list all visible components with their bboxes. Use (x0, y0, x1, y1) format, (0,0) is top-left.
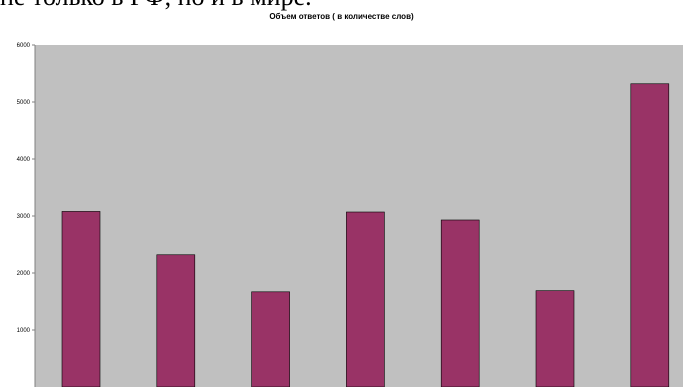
bars (61, 83, 670, 387)
bar-3 (251, 291, 290, 387)
cropped-document-text: не только в РФ, но и в мире. (0, 0, 312, 10)
y-tick-label: 5000 (17, 100, 31, 106)
bar-6 (535, 290, 575, 387)
y-tick-label: 4000 (17, 157, 31, 163)
bar-1 (61, 211, 101, 387)
bar-2 (156, 254, 196, 387)
y-tick-label: 3000 (17, 214, 31, 220)
chart-title: Объем ответов ( в количестве слов) (269, 12, 414, 21)
bar-7 (630, 83, 670, 387)
bar-4 (346, 211, 385, 387)
y-tick-label: 1000 (17, 328, 31, 334)
y-tick-label: 2000 (17, 271, 31, 277)
y-tick-label: 6000 (17, 43, 31, 49)
y-axis-ticks: 1000 2000 3000 4000 5000 6000 (17, 43, 35, 334)
bar-5 (440, 219, 480, 387)
